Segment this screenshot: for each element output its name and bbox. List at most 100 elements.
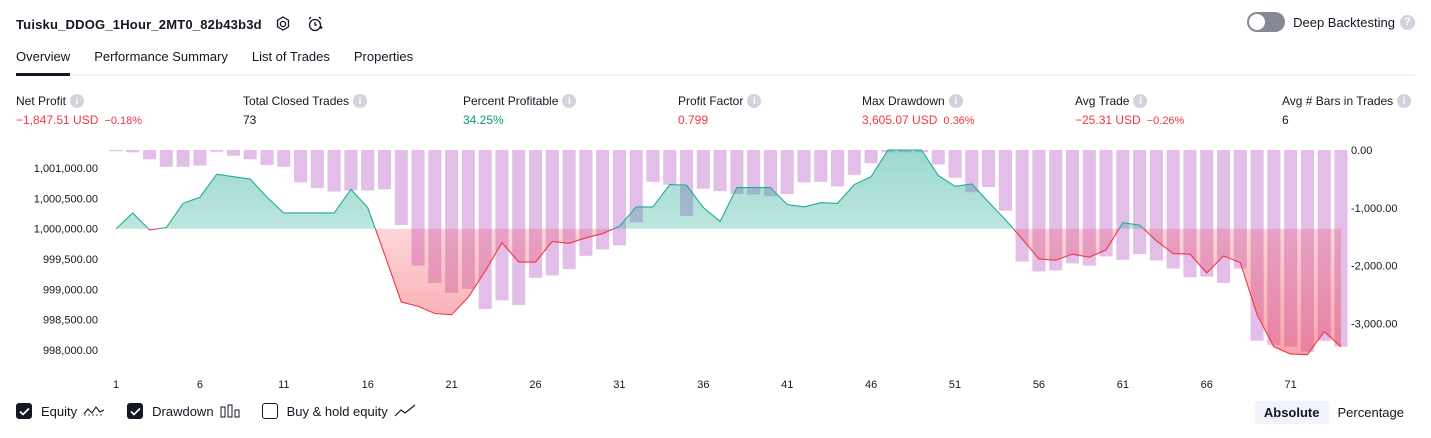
metric-label: Profit Factor <box>678 94 744 108</box>
x-tick-label: 66 <box>1201 379 1213 391</box>
metric-label: Total Closed Trades <box>243 94 350 108</box>
metric-percent: 0.36% <box>943 115 975 127</box>
metric-label: Avg # Bars in Trades <box>1282 94 1394 108</box>
metric-value: 0.799 <box>678 113 709 127</box>
strategy-header: Tuisku_DDOG_1Hour_2MT0_82b43b3d <box>16 12 326 36</box>
metric-value: 34.25% <box>463 113 504 127</box>
y-right-tick-label: -1,000.00 <box>1351 203 1397 215</box>
scale-mode-switch: Absolute Percentage <box>1254 401 1413 424</box>
metric-percent: −0.18% <box>104 115 143 127</box>
drawdown-bar <box>663 150 677 185</box>
drawdown-bar <box>562 150 576 270</box>
x-tick-label: 11 <box>278 379 289 391</box>
drawdown-bar <box>612 150 626 246</box>
chart-legend: Equity Drawdown Buy & hold equity <box>16 403 438 419</box>
legend-buy-hold[interactable]: Buy & hold equity <box>261 403 416 419</box>
metric-profit-factor: Profit Factor i 0.799 <box>678 94 762 127</box>
drawdown-bar <box>327 150 341 192</box>
y-right-tick-label: 0.00 <box>1351 145 1372 157</box>
drawdown-bar <box>763 150 777 197</box>
tab-list-of-trades[interactable]: List of Trades <box>251 49 330 64</box>
metric-value: 3,605.07 USD <box>862 113 938 127</box>
metric-net-profit: Net Profit i −1,847.51 USD −0.18% <box>16 94 142 127</box>
drawdown-bar <box>814 150 828 182</box>
drawdown-bar <box>277 150 291 167</box>
buy-hold-label: Buy & hold equity <box>286 403 388 419</box>
drawdown-bar <box>696 150 710 189</box>
deep-backtesting-label: Deep Backtesting <box>1293 14 1395 30</box>
metric-value: −25.31 USD <box>1075 113 1141 127</box>
deep-backtesting-toggle[interactable] <box>1247 12 1286 32</box>
metric-label: Percent Profitable <box>463 94 559 108</box>
help-icon[interactable]: i <box>747 94 762 108</box>
buy-hold-checkbox[interactable] <box>261 403 278 419</box>
y-left-tick-label: 1,000,500.00 <box>34 193 98 205</box>
toggle-knob <box>1249 14 1266 30</box>
x-tick-label: 71 <box>1285 379 1297 391</box>
drawdown-bar <box>931 150 945 165</box>
metric-avg-bars-in-trades: Avg # Bars in Trades i 6 <box>1282 94 1412 127</box>
drawdown-bar <box>260 150 274 166</box>
metric-avg-trade: Avg Trade i −25.31 USD −0.26% <box>1075 94 1184 127</box>
y-left-tick-label: 999,500.00 <box>43 254 98 266</box>
drawdown-bar <box>998 150 1012 211</box>
drawdown-bar <box>797 150 811 183</box>
help-icon[interactable]: i <box>1397 94 1412 108</box>
y-left-tick-label: 998,000.00 <box>43 345 98 357</box>
drawdown-bar <box>126 150 140 153</box>
percentage-button[interactable]: Percentage <box>1337 405 1405 420</box>
legend-equity[interactable]: Equity <box>16 403 105 419</box>
x-tick-label: 56 <box>1033 379 1045 391</box>
metric-value: 6 <box>1282 113 1289 127</box>
drawdown-bar <box>831 150 845 187</box>
drawdown-bar <box>730 150 744 194</box>
equity-line-icon <box>83 404 105 418</box>
drawdown-bar <box>864 150 878 164</box>
drawdown-bar <box>193 150 207 166</box>
drawdown-bar <box>377 150 392 190</box>
strategy-name: Tuisku_DDOG_1Hour_2MT0_82b43b3d <box>16 16 262 32</box>
absolute-button[interactable]: Absolute <box>1254 401 1329 424</box>
help-icon[interactable]: i <box>948 94 963 108</box>
drawdown-checkbox[interactable] <box>127 403 144 419</box>
drawdown-label: Drawdown <box>152 403 214 419</box>
help-icon[interactable]: i <box>1133 94 1148 108</box>
equity-area-negative <box>116 228 1341 355</box>
drawdown-bar <box>713 150 727 192</box>
equity-checkbox[interactable] <box>16 403 32 419</box>
x-tick-label: 51 <box>949 379 961 391</box>
drawdown-bar <box>159 150 173 167</box>
help-icon[interactable]: i <box>70 94 85 108</box>
drawdown-bar <box>1216 150 1231 283</box>
drawdown-bar <box>965 150 979 193</box>
legend-drawdown[interactable]: Drawdown <box>127 403 240 419</box>
x-tick-label: 21 <box>445 379 457 391</box>
drawdown-bar <box>176 150 190 167</box>
x-tick-label: 31 <box>613 379 625 391</box>
drawdown-bar <box>1116 150 1130 260</box>
drawdown-bar <box>948 150 962 178</box>
metric-label: Net Profit <box>16 94 67 108</box>
add-alert-icon[interactable] <box>304 13 326 35</box>
help-icon[interactable]: i <box>562 94 577 108</box>
tab-properties[interactable]: Properties <box>353 49 414 64</box>
drawdown-bar <box>646 150 660 182</box>
gear-icon[interactable] <box>272 13 294 35</box>
drawdown-bar <box>747 150 761 195</box>
x-tick-label: 41 <box>781 379 793 391</box>
y-right-tick-label: -3,000.00 <box>1351 318 1397 330</box>
buy-hold-line-icon <box>394 404 416 418</box>
help-icon[interactable]: ? <box>1400 14 1415 30</box>
equity-drawdown-chart: 1,001,000.00 1,000,500.00 1,000,000.00 999,… <box>34 145 1398 391</box>
drawdown-bar <box>847 150 861 175</box>
y-left-tick-label: 1,000,000.00 <box>34 224 98 236</box>
y-left-tick-label: 998,500.00 <box>43 315 98 327</box>
x-tick-label: 36 <box>697 379 709 391</box>
tab-overview[interactable]: Overview <box>16 44 71 76</box>
tab-performance-summary[interactable]: Performance Summary <box>94 49 228 64</box>
drawdown-bar <box>596 150 610 250</box>
help-icon[interactable]: i <box>353 94 368 108</box>
metric-label: Avg Trade <box>1075 94 1130 108</box>
drawdown-bar <box>310 150 324 189</box>
equity-line-positive <box>115 149 1145 229</box>
